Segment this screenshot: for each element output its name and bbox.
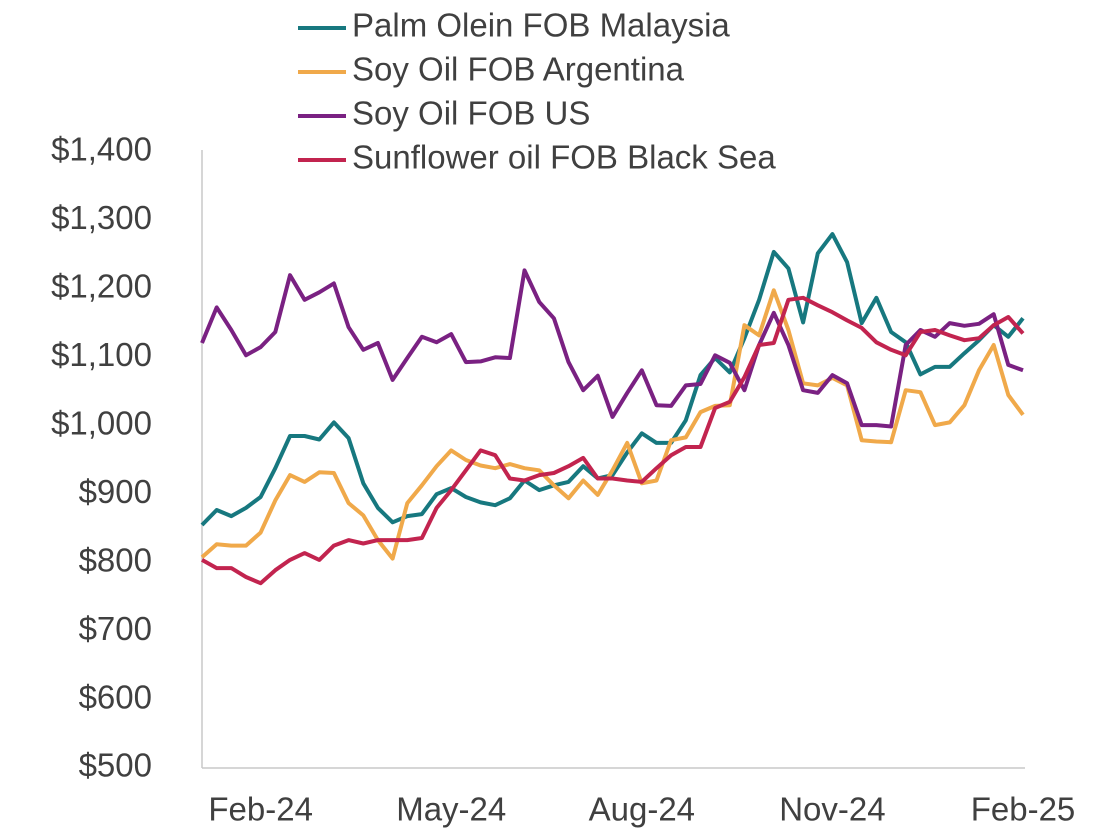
series-line	[200, 268, 1024, 429]
y-tick-label: $700	[79, 610, 152, 647]
y-tick-label: $1,400	[51, 131, 152, 168]
x-tick-label: Feb-24	[208, 791, 313, 828]
y-tick-label: $500	[79, 747, 152, 784]
y-tick-label: $1,000	[51, 404, 152, 441]
legend-label: Sunflower oil FOB Black Sea	[352, 139, 776, 176]
legend-label: Palm Olein FOB Malaysia	[352, 7, 730, 44]
y-tick-label: $1,100	[51, 336, 152, 373]
x-tick-label: May-24	[396, 791, 506, 828]
y-tick-label: $1,200	[51, 268, 152, 305]
y-tick-label: $1,300	[51, 199, 152, 236]
legend-label: Soy Oil FOB Argentina	[352, 51, 685, 88]
y-tick-label: $800	[79, 541, 152, 578]
series-line	[200, 232, 1025, 527]
x-tick-label: Aug-24	[589, 791, 695, 828]
y-tick-label: $600	[79, 678, 152, 715]
x-tick-label: Feb-25	[971, 791, 1076, 828]
legend-label: Soy Oil FOB US	[352, 95, 590, 132]
y-tick-label: $900	[79, 473, 152, 510]
x-tick-label: Nov-24	[779, 791, 885, 828]
series-line	[200, 288, 1025, 561]
series-line	[201, 295, 1025, 586]
